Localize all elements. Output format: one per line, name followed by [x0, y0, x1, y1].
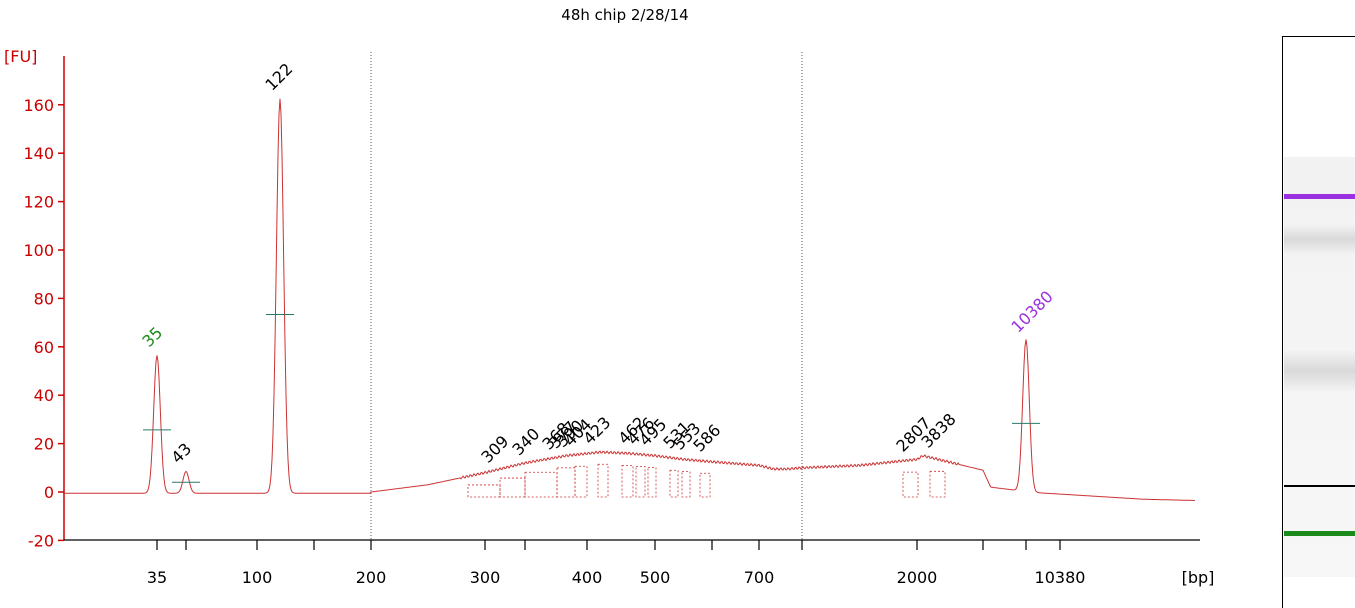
x-tick-label: 200 [356, 568, 387, 587]
integration-box [467, 484, 501, 498]
x-axis-label: [bp] [1182, 568, 1215, 587]
y-tick-label: 120 [23, 193, 54, 212]
peak-label: 122 [261, 59, 296, 94]
y-tick-label: 40 [34, 386, 54, 405]
peak-label: 43 [167, 439, 195, 467]
y-axis-label: [FU] [4, 47, 37, 66]
x-tick-label: 700 [744, 568, 775, 587]
integration-box [929, 470, 946, 498]
electropherogram-chart: [FU] -20 0 20 40 60 80 100 120 140 160 35 100 200 300 4… [4, 47, 1215, 587]
x-tick-label: 35 [147, 568, 167, 587]
integration-box [556, 467, 576, 498]
y-tick-label: 80 [34, 289, 54, 308]
y-tick-label: 0 [44, 483, 54, 502]
smear-peak-label: 309 [477, 432, 512, 467]
electropherogram-trace [64, 98, 1196, 501]
y-tick-label: 100 [23, 241, 54, 260]
smear-peak-label: 3838 [917, 410, 959, 452]
integration-box [699, 472, 711, 498]
x-tick-label: 2000 [897, 568, 938, 587]
chart-title: 48h chip 2/28/14 [561, 6, 689, 24]
integration-box [902, 471, 919, 498]
gel-smear-band [1284, 351, 1355, 392]
peak-label: 10380 [1007, 287, 1056, 336]
gel-band-upper-marker [1284, 193, 1355, 199]
integration-box [681, 471, 691, 498]
x-tick-label: 400 [572, 568, 603, 587]
x-tick-label: 300 [470, 568, 501, 587]
x-tick-label: 10380 [1035, 568, 1086, 587]
gel-image-panel [1282, 36, 1355, 608]
smear-peak-label: 340 [508, 424, 543, 459]
gel-smear-band [1284, 225, 1355, 254]
x-tick-label: 500 [640, 568, 671, 587]
integration-box [647, 467, 657, 498]
integration-box [524, 471, 558, 498]
integration-box [621, 464, 634, 498]
integration-box [574, 465, 588, 498]
integration-box [499, 477, 526, 498]
y-tick-label: 20 [34, 435, 54, 454]
peak-label: 35 [138, 323, 166, 351]
x-tick-label: 100 [242, 568, 273, 587]
y-tick-label: 140 [23, 144, 54, 163]
gel-band-lower-marker [1284, 530, 1355, 536]
y-tick-label: -20 [28, 531, 54, 550]
integration-box [597, 463, 609, 498]
integration-box [669, 469, 679, 498]
integration-box [635, 466, 646, 498]
gel-band-ladder-line [1284, 485, 1355, 488]
y-tick-label: 60 [34, 338, 54, 357]
y-tick-label: 160 [23, 96, 54, 115]
